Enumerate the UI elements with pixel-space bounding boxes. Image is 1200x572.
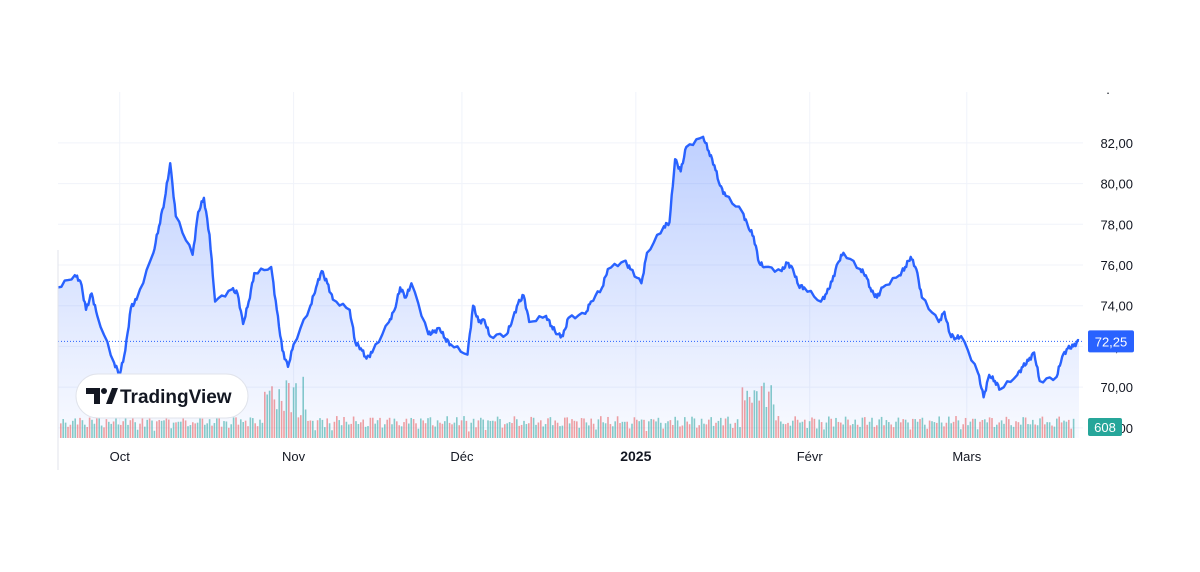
- last-price-value: 72,25: [1095, 334, 1128, 349]
- volume-badge: 608: [1088, 418, 1122, 436]
- price-tick-label: 76,00: [1100, 258, 1133, 273]
- last-price-badge: 72,25: [1088, 330, 1134, 353]
- volume-badge-bg: [1088, 418, 1122, 436]
- price-axis-more: ·: [1106, 85, 1110, 100]
- time-tick-label: Mars: [952, 449, 981, 464]
- tradingview-logo-icon: [86, 388, 118, 404]
- price-area: [58, 136, 1079, 438]
- price-line: [58, 135, 1080, 399]
- time-tick-label: Déc: [450, 449, 474, 464]
- time-tick-label: Oct: [110, 449, 131, 464]
- price-tick-label: 74,00: [1100, 299, 1133, 314]
- price-axis[interactable]: ·82,0080,0078,0076,0074,0072,0070,0068,0…: [1100, 85, 1133, 436]
- time-tick-label: Févr: [797, 449, 824, 464]
- last-price-badge-bg: [1088, 330, 1134, 353]
- time-tick-label: Nov: [282, 449, 306, 464]
- logo-pill: [75, 373, 249, 419]
- time-axis[interactable]: Oct Nov Déc 2025 Févr Mars: [57, 250, 982, 470]
- volume-last-value: 608: [1094, 420, 1116, 435]
- time-tick-label: 2025: [620, 448, 651, 464]
- price-tick-label: 78,00: [1100, 217, 1133, 232]
- tradingview-logo[interactable]: TradingView: [75, 373, 249, 419]
- price-tick-label: 70,00: [1100, 380, 1133, 395]
- logo-wordmark: TradingView: [120, 387, 232, 408]
- price-tick-label: 82,00: [1100, 136, 1133, 151]
- price-tick-label: 80,00: [1100, 177, 1133, 192]
